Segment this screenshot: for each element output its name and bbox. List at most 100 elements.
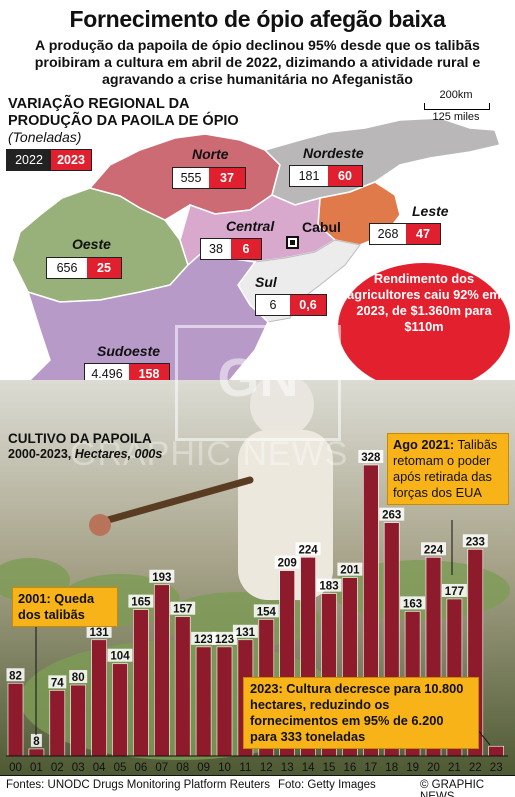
bar-label-bg-05 — [107, 648, 133, 662]
footer-brand: © GRAPHIC NEWS — [420, 779, 485, 797]
yield-callout: Rendimento dos agricultores caiu 92% em … — [338, 263, 510, 391]
region-values-leste: 268 47 — [369, 223, 441, 245]
bar-label-bg-08 — [170, 601, 196, 615]
note-aug-2021: Ago 2021: Talibãs retomam o poder após r… — [387, 433, 509, 505]
x-tick-14: 14 — [302, 762, 315, 774]
map-unit: (Toneladas) — [8, 129, 82, 145]
watermark-logo: GN — [175, 325, 341, 441]
norte-2023: 37 — [209, 168, 245, 188]
region-values-norte: 555 37 — [172, 167, 246, 189]
scale-bar — [424, 103, 490, 110]
bar-value-19: 163 — [403, 598, 422, 610]
scale-km: 200km — [439, 89, 473, 101]
x-tick-00: 00 — [9, 762, 22, 774]
bar-value-21: 177 — [445, 586, 464, 598]
bar-08 — [174, 616, 191, 757]
x-tick-15: 15 — [323, 762, 336, 774]
central-2023: 6 — [231, 239, 261, 259]
bar-label-bg-10 — [212, 631, 237, 645]
oeste-2022: 656 — [47, 258, 87, 278]
bar-03 — [70, 684, 86, 757]
bar-value-14: 224 — [299, 544, 319, 556]
bar-value-09: 123 — [194, 634, 213, 646]
x-tick-11: 11 — [239, 762, 251, 774]
bar-04 — [91, 639, 107, 757]
bar-09 — [195, 646, 212, 757]
chart-sub-years: 2000-2023, — [8, 447, 72, 461]
bar-value-20: 224 — [424, 544, 444, 556]
bar-label-bg-11 — [232, 624, 258, 638]
bar-value-12: 154 — [257, 606, 277, 618]
central-2022: 38 — [201, 239, 231, 259]
kabul-marker-icon — [286, 236, 299, 249]
bar-label-bg-02 — [48, 675, 67, 689]
x-tick-22: 22 — [469, 762, 482, 774]
bar-value-13: 209 — [278, 558, 297, 570]
bar-label-bg-22 — [462, 534, 488, 548]
x-tick-17: 17 — [364, 762, 377, 774]
sul-2023: 0,6 — [290, 295, 326, 315]
bar-value-06: 165 — [131, 597, 151, 609]
bar-value-11: 131 — [236, 627, 256, 639]
scale-miles: 125 miles — [432, 111, 480, 123]
note-2001-bold: 2001: — [18, 591, 51, 606]
bar-value-02: 74 — [51, 677, 64, 689]
bar-label-bg-01 — [30, 733, 42, 747]
region-label-sudoeste: Sudoeste — [97, 343, 161, 359]
footer-sources: Fontes: UNODC Drugs Monitoring Platform … — [6, 779, 270, 791]
bar-label-bg-18 — [379, 507, 405, 521]
region-label-leste: Leste — [412, 203, 449, 219]
bar-value-05: 104 — [110, 651, 130, 663]
bar-label-bg-03 — [69, 670, 88, 684]
region-label-norte: Norte — [192, 146, 229, 162]
note-2023: 2023: Cultura decresce para 10.800 hecta… — [243, 677, 479, 749]
map-title-line2: PRODUÇÃO DA PAOILA DE ÓPIO — [8, 113, 239, 129]
x-axis-tick-labels: 00 01 02 03 04 05 06 07 08 09 10 11 12 13 14 15 16 17 18 19… — [9, 762, 502, 774]
region-values-sul: 6 0,6 — [255, 294, 327, 316]
region-label-sul: Sul — [255, 274, 277, 290]
yield-callout-text: Rendimento dos agricultores caiu 92% em … — [347, 271, 501, 334]
x-tick-10: 10 — [218, 762, 231, 774]
sul-2022: 6 — [256, 295, 290, 315]
bar-label-bg-12 — [253, 604, 279, 618]
x-tick-08: 08 — [176, 762, 189, 774]
bar-00 — [7, 682, 24, 757]
region-label-central: Central — [226, 218, 275, 234]
bar-label-bg-17 — [358, 450, 384, 463]
x-tick-16: 16 — [344, 762, 357, 774]
bar-label-bg-15 — [316, 578, 342, 592]
bar-01 — [28, 748, 45, 757]
capital-label: Cabul — [302, 219, 341, 235]
bar-value-04: 131 — [90, 627, 110, 639]
chart-subtitle: 2000-2023, Hectares, 000s — [8, 447, 162, 461]
x-tick-05: 05 — [114, 762, 127, 774]
note-2001: 2001: Queda dos talibãs — [12, 587, 118, 627]
region-label-nordeste: Nordeste — [303, 145, 364, 161]
bar-label-bg-20 — [421, 542, 446, 556]
bar-value-18: 263 — [382, 510, 401, 522]
x-tick-13: 13 — [281, 762, 294, 774]
x-tick-06: 06 — [135, 762, 148, 774]
sudoeste-2023: 158 — [129, 364, 169, 384]
x-tick-12: 12 — [260, 762, 273, 774]
oeste-2023: 25 — [87, 258, 121, 278]
bar-label-bg-09 — [191, 631, 217, 645]
note-2001-rest: Queda dos talibãs — [18, 591, 95, 622]
bar-02 — [49, 690, 66, 757]
bar-06 — [133, 609, 149, 757]
norte-2022: 555 — [173, 168, 209, 188]
footer-rule — [0, 775, 515, 776]
bar-label-bg-13 — [274, 555, 300, 569]
region-values-central: 38 6 — [200, 238, 262, 260]
x-tick-18: 18 — [385, 762, 398, 774]
bar-label-bg-06 — [128, 594, 154, 608]
chart-sub-unit: Hectares, 000s — [74, 447, 163, 461]
leste-2022: 268 — [370, 224, 406, 244]
bar-value-08: 157 — [173, 604, 192, 616]
bar-value-01: 8 — [33, 736, 40, 748]
bar-value-03: 80 — [72, 672, 85, 684]
bar-label-bg-19 — [400, 596, 426, 610]
region-values-oeste: 656 25 — [46, 257, 122, 279]
